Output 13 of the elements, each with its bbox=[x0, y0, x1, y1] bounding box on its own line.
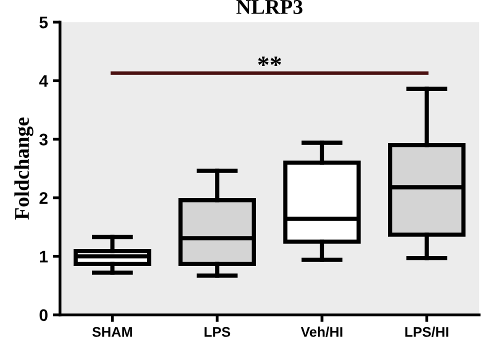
x-tick-label: LPS bbox=[204, 327, 230, 337]
y-tick-label: 5 bbox=[39, 16, 48, 28]
annotation: ** bbox=[258, 56, 282, 66]
y-tick-label: 2 bbox=[40, 192, 48, 204]
y-tick-label: 0 bbox=[40, 309, 48, 322]
x-tick-label: SHAM bbox=[92, 327, 132, 337]
y-axis-title: Foldchange bbox=[14, 118, 34, 220]
x-tick-label: LPS/HI bbox=[405, 326, 448, 338]
chart-title: NLRP3 bbox=[236, 0, 302, 14]
y-tick-label: 1 bbox=[40, 250, 48, 262]
y-tick-label: 4 bbox=[39, 75, 48, 87]
x-tick-label: Veh/HI bbox=[300, 326, 342, 338]
y-tick-label: 3 bbox=[39, 134, 48, 146]
